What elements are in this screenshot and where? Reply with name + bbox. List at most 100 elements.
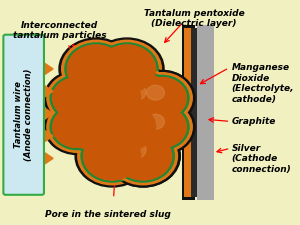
Circle shape	[129, 70, 195, 126]
Circle shape	[135, 104, 189, 150]
Circle shape	[106, 125, 180, 187]
Circle shape	[62, 40, 130, 97]
Circle shape	[115, 132, 172, 180]
Circle shape	[109, 112, 130, 130]
Circle shape	[112, 130, 174, 182]
Circle shape	[112, 130, 174, 182]
Circle shape	[47, 102, 108, 152]
Circle shape	[129, 99, 195, 155]
Circle shape	[96, 99, 127, 126]
Circle shape	[131, 73, 192, 123]
FancyBboxPatch shape	[3, 35, 44, 195]
Circle shape	[122, 135, 138, 149]
Circle shape	[84, 74, 141, 122]
Bar	[191, 27, 198, 198]
Circle shape	[68, 103, 124, 151]
Circle shape	[84, 74, 141, 122]
Circle shape	[53, 78, 102, 118]
Bar	[197, 25, 214, 200]
Text: Silver
(Cathode
connection): Silver (Cathode connection)	[232, 144, 292, 174]
Circle shape	[137, 107, 186, 147]
Circle shape	[106, 125, 180, 187]
Circle shape	[98, 103, 155, 151]
Circle shape	[78, 54, 99, 71]
Circle shape	[129, 70, 195, 126]
Circle shape	[68, 45, 124, 93]
Polygon shape	[40, 128, 53, 144]
Circle shape	[44, 70, 110, 126]
Circle shape	[94, 83, 115, 100]
Circle shape	[78, 112, 99, 130]
Circle shape	[109, 54, 130, 71]
Circle shape	[90, 96, 164, 158]
Circle shape	[106, 67, 180, 129]
Circle shape	[109, 69, 178, 127]
Circle shape	[97, 71, 126, 96]
Circle shape	[137, 107, 186, 147]
Circle shape	[50, 75, 104, 121]
Circle shape	[98, 103, 155, 151]
Text: Interconnected
tantalum particles: Interconnected tantalum particles	[13, 21, 106, 40]
Circle shape	[97, 71, 126, 96]
Circle shape	[53, 78, 102, 118]
Circle shape	[121, 105, 138, 120]
Text: Tantalum wire
(Anode connection): Tantalum wire (Anode connection)	[14, 68, 33, 161]
Circle shape	[62, 85, 80, 100]
Text: Manganese
Dioxide
(Electrolyte,
cathode): Manganese Dioxide (Electrolyte, cathode)	[232, 63, 294, 104]
Circle shape	[112, 72, 174, 124]
Circle shape	[68, 103, 124, 151]
Circle shape	[86, 105, 103, 120]
Circle shape	[50, 104, 104, 150]
Circle shape	[65, 43, 127, 95]
Circle shape	[53, 107, 102, 147]
Circle shape	[62, 98, 130, 156]
Bar	[182, 25, 196, 200]
Circle shape	[93, 40, 161, 97]
Circle shape	[78, 69, 147, 127]
Circle shape	[137, 78, 186, 118]
Circle shape	[62, 114, 80, 129]
Circle shape	[137, 78, 186, 118]
Text: Pore in the sintered slug: Pore in the sintered slug	[45, 210, 171, 219]
Circle shape	[121, 76, 138, 90]
Circle shape	[135, 75, 189, 121]
Circle shape	[98, 45, 155, 93]
Circle shape	[44, 99, 110, 155]
Circle shape	[115, 74, 172, 122]
Circle shape	[115, 74, 172, 122]
Circle shape	[131, 102, 192, 152]
Circle shape	[65, 101, 127, 153]
Circle shape	[81, 72, 143, 124]
Circle shape	[96, 101, 158, 153]
Circle shape	[100, 133, 123, 151]
Polygon shape	[40, 60, 53, 77]
Polygon shape	[40, 83, 53, 100]
Circle shape	[68, 45, 124, 93]
Circle shape	[68, 103, 124, 151]
Circle shape	[115, 132, 172, 180]
Circle shape	[94, 141, 115, 159]
Circle shape	[47, 73, 108, 123]
Circle shape	[106, 67, 180, 129]
Circle shape	[75, 125, 149, 187]
Circle shape	[129, 99, 195, 155]
Circle shape	[109, 128, 178, 185]
Circle shape	[96, 99, 127, 126]
Circle shape	[59, 96, 133, 158]
Circle shape	[137, 78, 186, 118]
Circle shape	[115, 132, 172, 180]
Circle shape	[98, 103, 155, 151]
Circle shape	[112, 72, 174, 124]
Circle shape	[75, 67, 149, 129]
Polygon shape	[40, 150, 53, 167]
Circle shape	[53, 107, 102, 147]
Circle shape	[109, 128, 178, 185]
Circle shape	[135, 104, 189, 150]
Circle shape	[98, 45, 155, 93]
Circle shape	[115, 74, 172, 122]
Circle shape	[53, 78, 102, 118]
Circle shape	[137, 107, 186, 147]
Circle shape	[93, 98, 161, 156]
Text: Graphite: Graphite	[232, 117, 276, 126]
Circle shape	[84, 132, 141, 180]
